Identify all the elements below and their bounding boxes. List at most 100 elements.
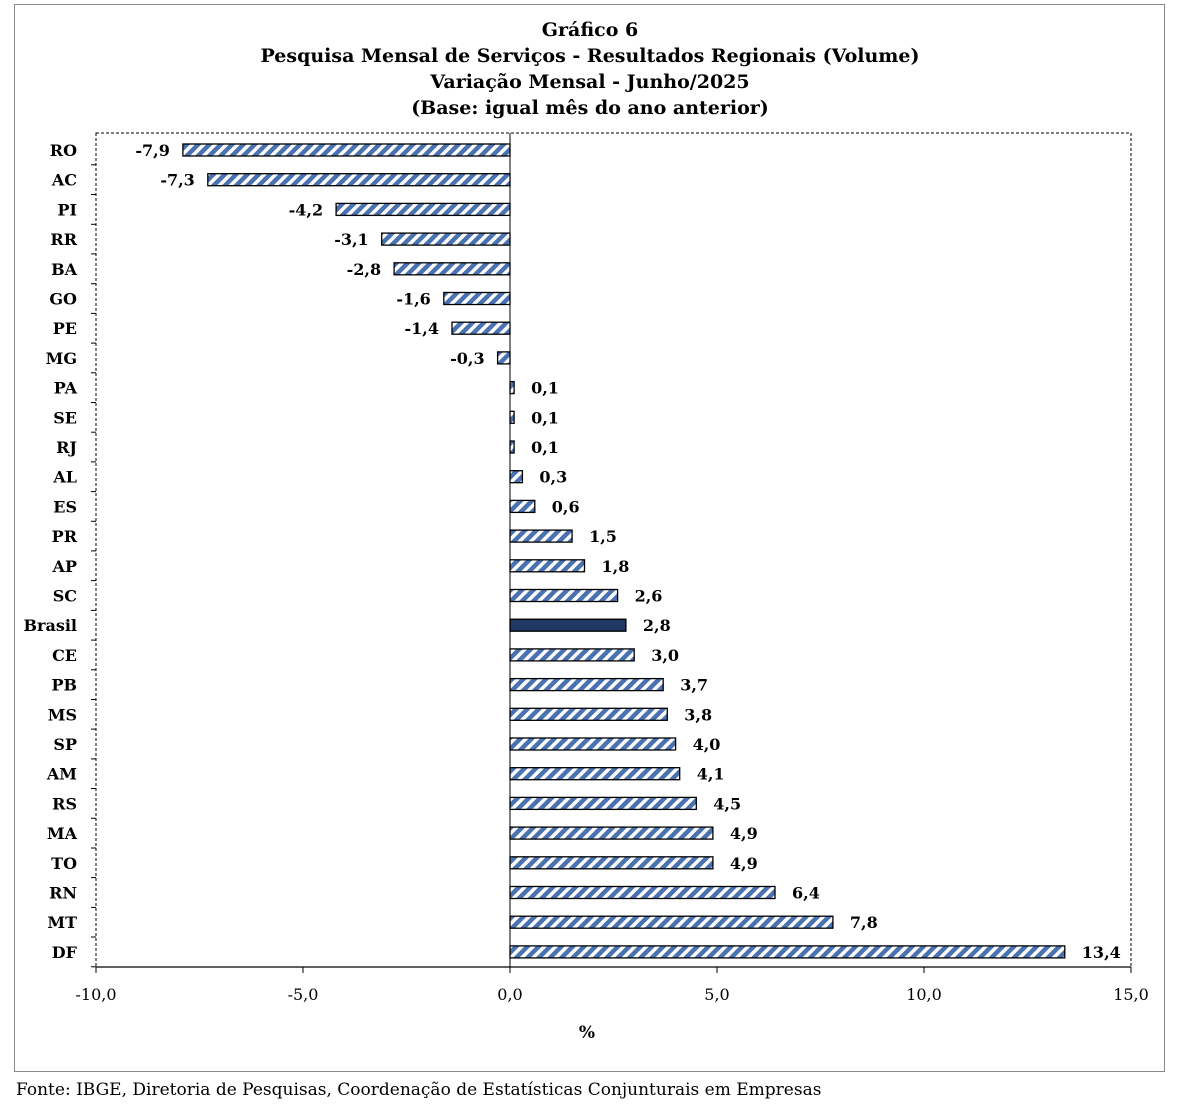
category-label-ms: MS (48, 705, 77, 724)
data-label-es: 0,6 (552, 497, 580, 516)
chart-frame (14, 4, 1165, 1072)
data-label-ce: 3,0 (651, 646, 679, 665)
bar-ap (509, 559, 586, 573)
data-label-sp: 4,0 (693, 735, 721, 754)
category-label-pr: PR (52, 527, 78, 546)
data-label-se: 0,1 (531, 408, 559, 427)
bars-group: RO -7,9 AC -7,3 PI -4,2 RR -3,1 BA -2,8 GO -1,6 PE -1… (24, 133, 1121, 968)
category-label-brasil: Brasil (24, 616, 77, 635)
category-label-rn: RN (49, 884, 77, 903)
data-label-al: 0,3 (539, 468, 567, 487)
bar-am (509, 767, 681, 781)
bar-ac (207, 173, 511, 187)
bar-go (443, 291, 511, 306)
category-label-go: GO (49, 290, 77, 309)
x-tick-label: -10,0 (75, 985, 116, 1004)
data-label-am: 4,1 (697, 765, 725, 784)
category-label-ce: CE (52, 646, 77, 665)
bar-ro (182, 143, 511, 157)
bar-es (509, 499, 536, 514)
data-label-sc: 2,6 (635, 587, 663, 606)
category-label-se: SE (53, 408, 77, 427)
data-label-pi: -4,2 (289, 200, 323, 219)
category-label-ac: AC (51, 171, 77, 190)
bar-ma (509, 826, 714, 840)
bar-al (509, 470, 524, 484)
x-axis: -10,0 -5,0 0,0 5,0 10,0 15,0 (75, 966, 1149, 1004)
data-label-ap: 1,8 (602, 557, 630, 576)
bar-pb (509, 677, 664, 692)
category-label-mt: MT (47, 913, 77, 932)
data-label-mg: -0,3 (450, 349, 484, 368)
data-label-ma: 4,9 (730, 824, 758, 843)
bar-sc (509, 588, 619, 603)
category-label-sc: SC (53, 587, 77, 606)
data-label-mt: 7,8 (850, 913, 878, 932)
bar-ms (509, 707, 668, 721)
data-label-pr: 1,5 (589, 527, 617, 546)
data-label-ro: -7,9 (135, 141, 169, 160)
category-label-am: AM (46, 765, 77, 784)
category-label-al: AL (52, 468, 77, 487)
category-label-ba: BA (51, 260, 78, 279)
category-label-to: TO (51, 854, 77, 873)
x-tick-label: 15,0 (1113, 985, 1149, 1004)
data-label-pe: -1,4 (405, 319, 439, 338)
x-axis-title: % (579, 1023, 595, 1043)
category-label-rj: RJ (56, 438, 77, 457)
bar-rs (509, 796, 697, 811)
category-label-pa: PA (54, 379, 78, 398)
category-label-rs: RS (52, 794, 77, 813)
x-tick-label: -5,0 (288, 985, 319, 1004)
chart-title-line-4: (Base: igual mês do ano anterior) (411, 97, 769, 119)
source-note: Fonte: IBGE, Diretoria de Pesquisas, Coo… (16, 1080, 822, 1100)
data-label-rn: 6,4 (792, 884, 820, 903)
data-label-ac: -7,3 (160, 171, 194, 190)
data-label-pb: 3,7 (680, 676, 708, 695)
plot-area (95, 132, 1132, 968)
bar-ce (509, 648, 635, 662)
chart-title-line-3: Variação Mensal - Junho/2025 (430, 71, 750, 93)
data-label-to: 4,9 (730, 854, 758, 873)
category-label-ro: RO (50, 141, 77, 160)
x-tick-label: 5,0 (704, 985, 729, 1004)
bar-brasil (509, 618, 627, 632)
data-label-brasil: 2,8 (643, 616, 671, 635)
bar-pi (335, 202, 511, 217)
bar-rr (381, 232, 511, 246)
bar-se (509, 410, 515, 424)
bar-rn (509, 885, 776, 900)
data-label-df: 13,4 (1082, 943, 1121, 962)
bar-mt (509, 915, 834, 929)
category-label-pe: PE (53, 319, 77, 338)
category-label-pi: PI (57, 200, 77, 219)
bar-mg (496, 351, 511, 365)
bar-to (509, 856, 714, 870)
category-label-es: ES (53, 497, 77, 516)
category-label-pb: PB (51, 676, 77, 695)
data-label-rs: 4,5 (713, 794, 741, 813)
data-label-rr: -3,1 (334, 230, 368, 249)
chart-title-line-2: Pesquisa Mensal de Serviços - Resultados… (260, 45, 920, 67)
category-label-sp: SP (53, 735, 77, 754)
data-label-ba: -2,8 (347, 260, 381, 279)
category-label-rr: RR (50, 230, 77, 249)
bar-sp (509, 737, 677, 751)
data-label-pa: 0,1 (531, 379, 559, 398)
bar-rj (509, 440, 515, 454)
data-label-go: -1,6 (396, 290, 430, 309)
category-label-df: DF (52, 943, 78, 962)
data-label-rj: 0,1 (531, 438, 559, 457)
x-tick-label: 10,0 (906, 985, 942, 1004)
bar-pe (451, 321, 511, 335)
category-label-ap: AP (52, 557, 77, 576)
data-label-ms: 3,8 (684, 705, 712, 724)
bar-df (509, 945, 1066, 959)
bar-pa (509, 380, 515, 395)
bar-ba (393, 262, 511, 276)
x-tick-label: 0,0 (497, 985, 522, 1004)
bar-pr (509, 529, 573, 543)
category-label-mg: MG (46, 349, 77, 368)
category-label-ma: MA (47, 824, 78, 843)
